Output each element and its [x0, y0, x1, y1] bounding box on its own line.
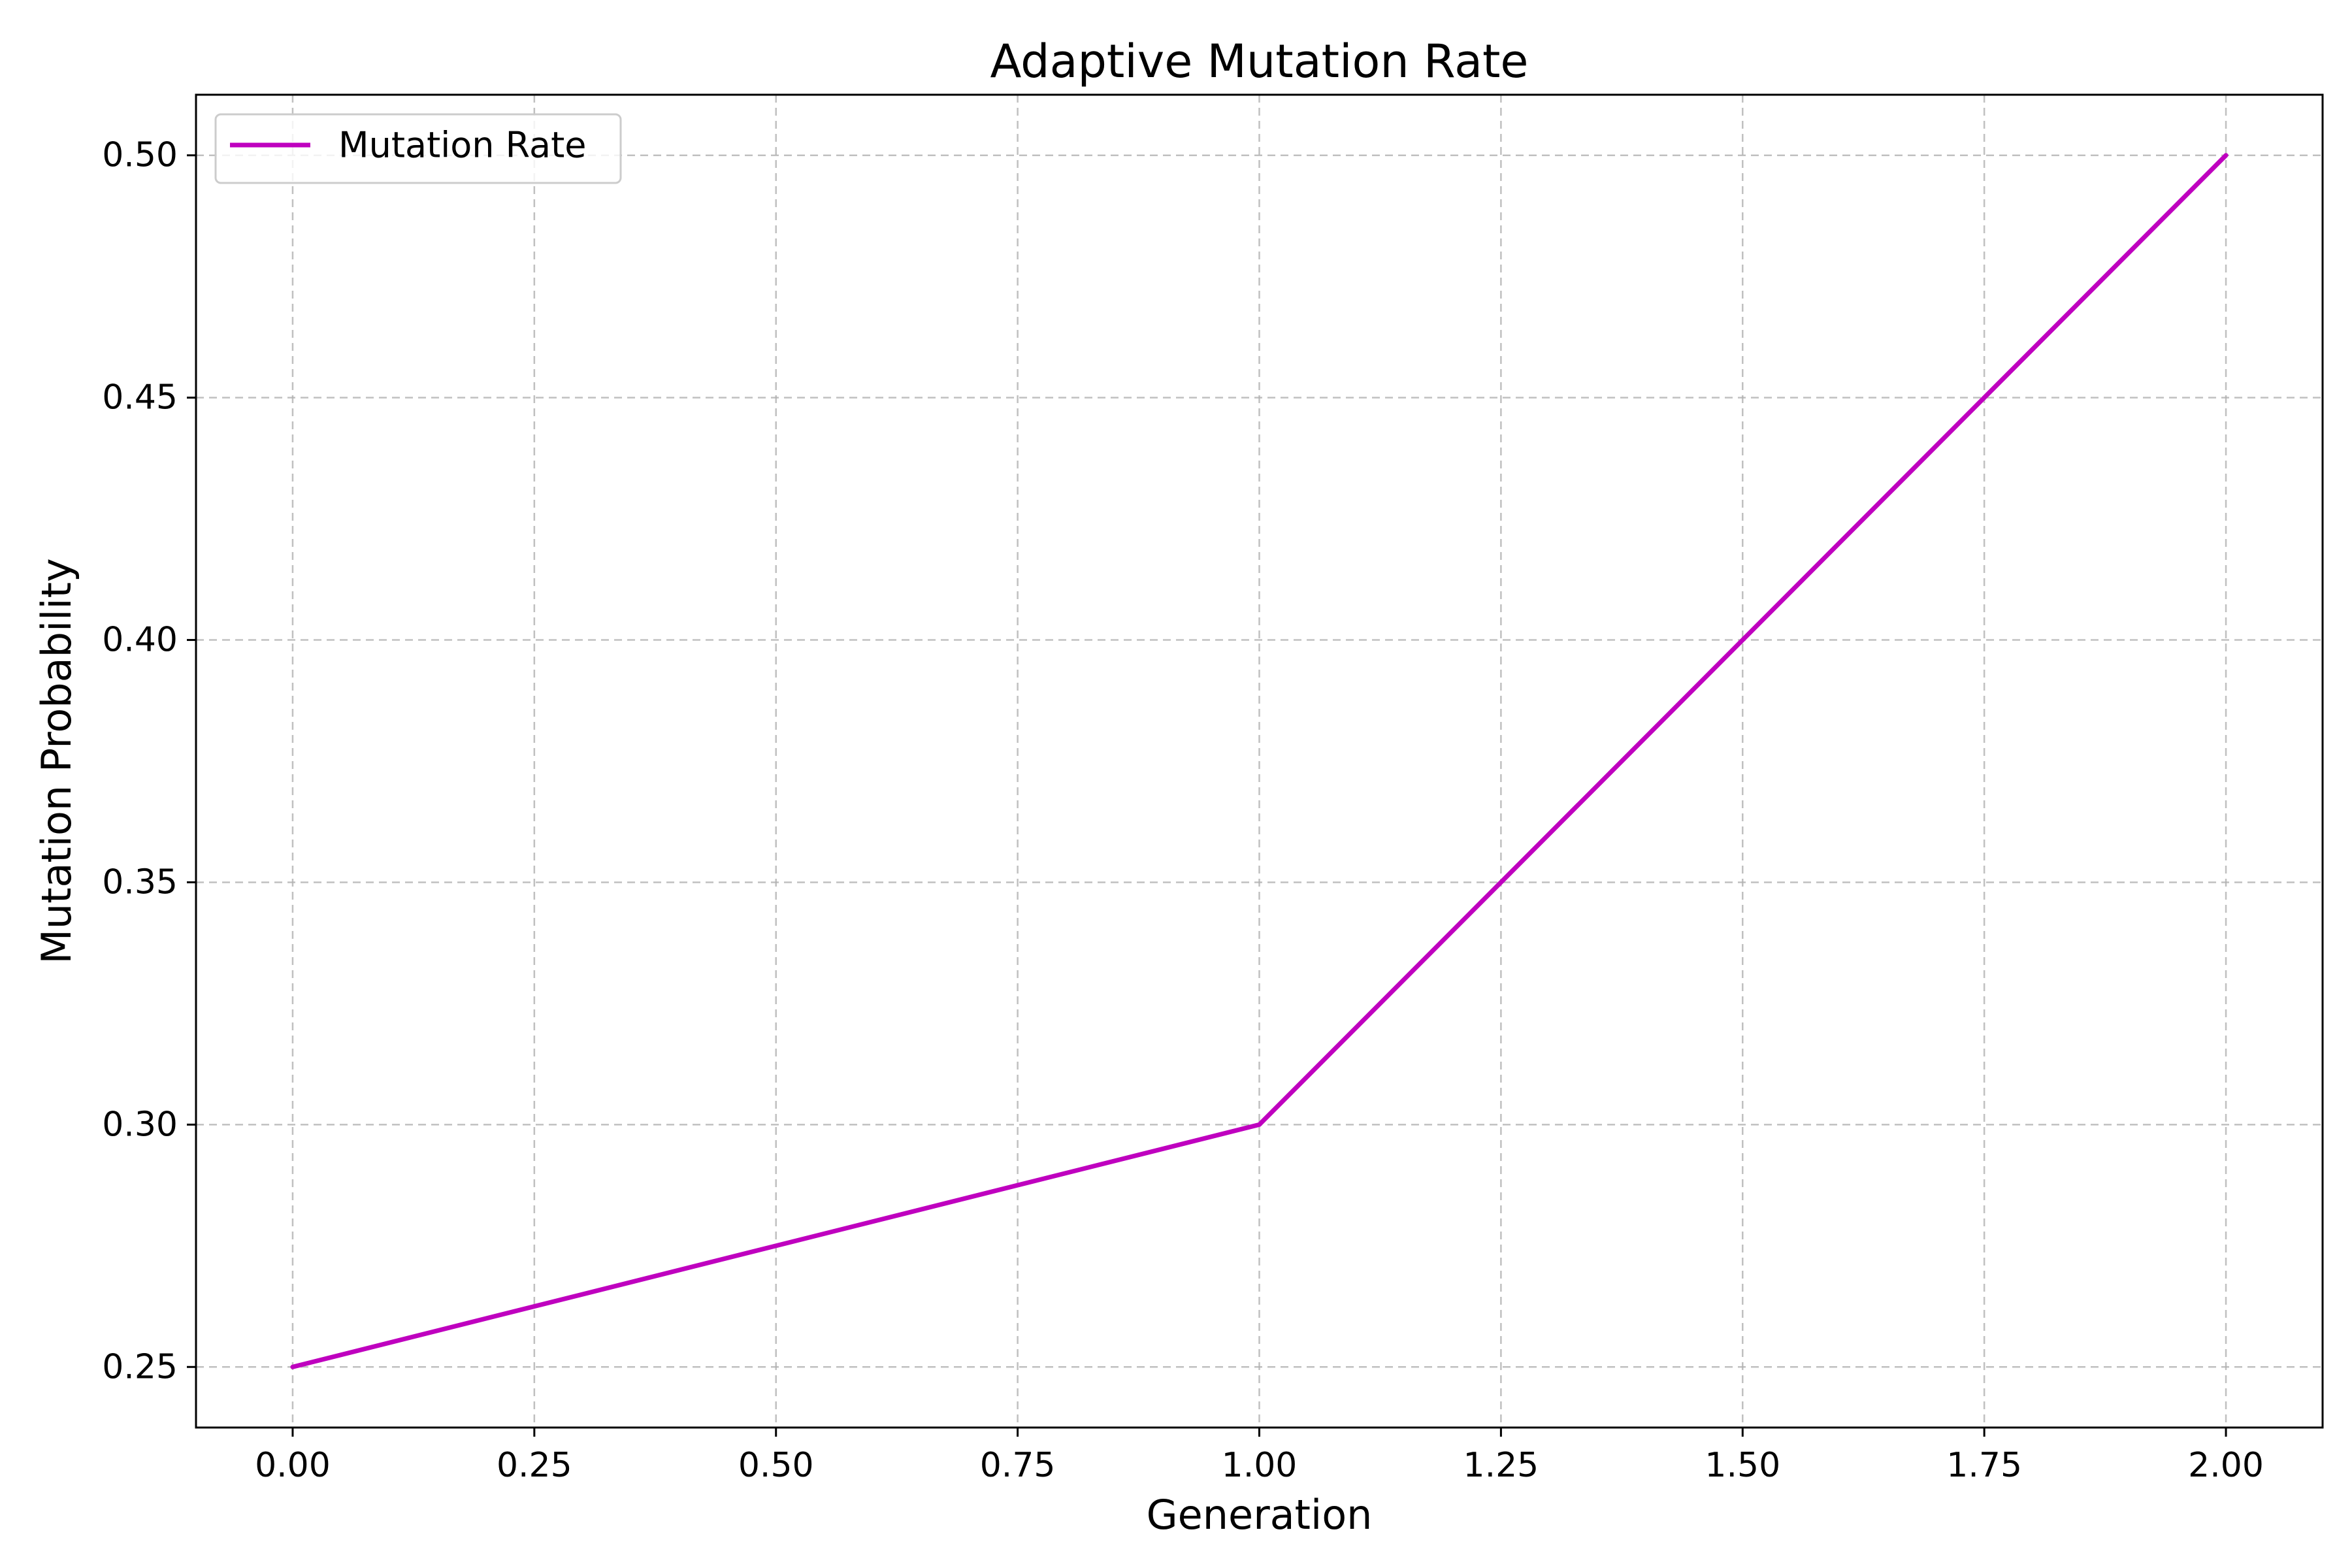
- x-tick-label: 0.00: [255, 1446, 331, 1485]
- x-tick-label: 0.25: [497, 1446, 572, 1485]
- x-tick-label: 1.50: [1705, 1446, 1780, 1485]
- x-tick-label: 1.25: [1463, 1446, 1539, 1485]
- y-tick-label: 0.35: [102, 862, 178, 902]
- legend-label: Mutation Rate: [338, 125, 587, 166]
- y-tick-label: 0.40: [102, 621, 178, 660]
- x-tick-label: 1.75: [1946, 1446, 2022, 1485]
- x-axis-label: Generation: [1147, 1491, 1373, 1539]
- y-tick-label: 0.30: [102, 1105, 178, 1144]
- x-tick-label: 2.00: [2188, 1446, 2264, 1485]
- y-tick-label: 0.45: [102, 378, 178, 417]
- chart-title: Adaptive Mutation Rate: [990, 35, 1528, 88]
- legend-box: [214, 113, 622, 184]
- series-line-mutation-rate: [290, 153, 2229, 1369]
- x-tick-label: 0.50: [738, 1446, 814, 1485]
- x-tick-label: 0.75: [980, 1446, 1056, 1485]
- ticks: 0.00 0.25 0.50 0.75 1.00 1.25 1.50 1.75 2.00 0.25…: [102, 136, 2264, 1485]
- series-layer: [290, 153, 2229, 1369]
- x-tick-label: 1.00: [1222, 1446, 1298, 1485]
- y-tick-label: 0.25: [102, 1347, 178, 1386]
- legend: Mutation Rate: [214, 113, 622, 184]
- y-tick-label: 0.50: [102, 136, 178, 175]
- y-axis-label: Mutation Probability: [33, 558, 80, 964]
